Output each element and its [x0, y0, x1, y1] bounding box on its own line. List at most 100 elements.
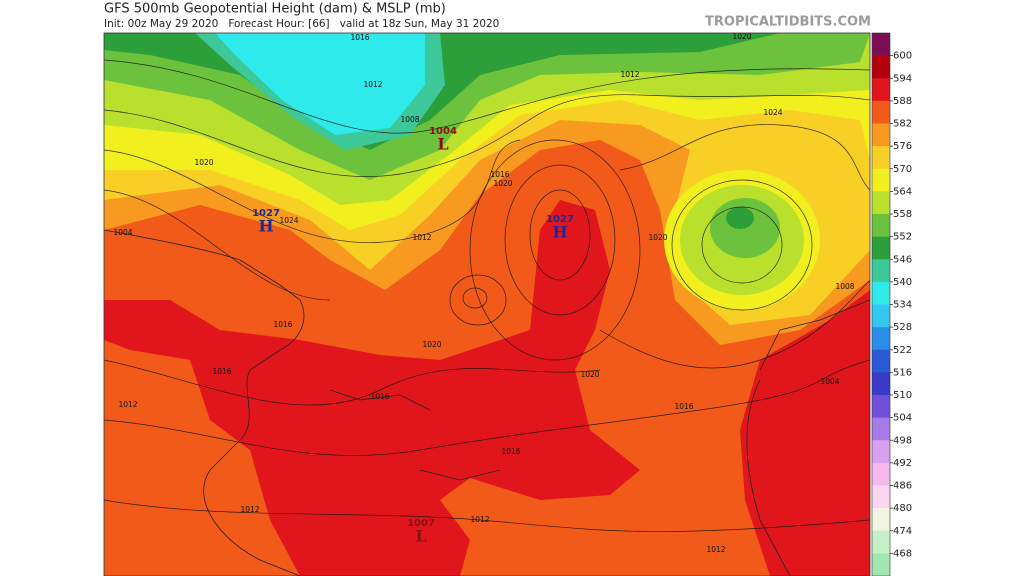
- isobar: [599, 279, 870, 369]
- isobar: [104, 189, 331, 301]
- isobar-label: 1012: [363, 80, 382, 89]
- colorbar-label: 480: [893, 503, 912, 514]
- isobar: [529, 189, 591, 281]
- colorbar-label: 534: [893, 300, 912, 311]
- isobar-label: 1024: [763, 108, 782, 117]
- colorbar-label: 570: [893, 164, 912, 175]
- height-field: [215, 33, 425, 135]
- isobar-label: 1020: [422, 340, 441, 349]
- colorbar-cell: [872, 191, 890, 215]
- title: GFS 500mb Geopotential Height (dam) & MS…: [104, 2, 446, 17]
- map: 1020 1012 1024 1020 1016 1020 1012 1020 1020 1016…: [104, 32, 870, 576]
- colorbar-label: 582: [893, 119, 912, 130]
- height-field: [104, 200, 640, 576]
- isobar: [504, 164, 616, 316]
- isobar-label: 1016: [501, 447, 520, 456]
- isobar-label: 1012: [620, 70, 639, 79]
- coastline: [104, 229, 870, 576]
- colorbar-label: 528: [893, 322, 912, 333]
- isobar: [104, 359, 870, 456]
- colorbar-frame: [871, 32, 891, 576]
- colorbar-label: 564: [893, 186, 912, 197]
- colorbar-cell: [872, 259, 890, 283]
- pressure-symbol: L: [437, 135, 448, 154]
- colorbar-label: 552: [893, 232, 912, 243]
- isobar-label: 1012: [706, 545, 725, 554]
- colorbar-cell: [872, 281, 890, 305]
- isobar-label: 1004: [820, 377, 839, 386]
- colorbar-label: 516: [893, 367, 912, 378]
- colorbar-cell: [872, 508, 890, 532]
- pressure-symbol: L: [415, 527, 426, 546]
- colorbar-cell: [872, 100, 890, 124]
- pressure-value: 1004: [429, 126, 457, 137]
- source: TROPICALTIDBITS.COM: [705, 15, 871, 30]
- isobar-label: 1020: [194, 158, 213, 167]
- colorbar-label: 588: [893, 96, 912, 107]
- isobar: [104, 139, 521, 243]
- colorbar-cell: [872, 78, 890, 102]
- pressure-value: 1027: [546, 214, 574, 225]
- height-field: [740, 290, 870, 576]
- map-frame: [103, 32, 871, 576]
- colorbar-cell: [872, 417, 890, 441]
- isobar: [104, 359, 601, 406]
- isobar-label: 1016: [212, 367, 231, 376]
- isobar-label: 1012: [412, 233, 431, 242]
- isobar-label: 1020: [493, 179, 512, 188]
- colorbar-label: 576: [893, 141, 912, 152]
- isobar-label: 1016: [370, 392, 389, 401]
- colorbar-cell: [872, 530, 890, 554]
- pressure-symbol: H: [552, 223, 567, 242]
- isobar: [449, 274, 507, 326]
- isobar-label: 1016: [273, 320, 292, 329]
- colorbar-cell: [872, 372, 890, 396]
- isobar-label: 1024: [279, 216, 298, 225]
- colorbar-label: 546: [893, 254, 912, 265]
- isobar-label: 1012: [118, 400, 137, 409]
- isobar: [104, 59, 870, 134]
- colorbar-label: 474: [893, 526, 912, 537]
- isobar: [104, 499, 870, 532]
- subtitle: Init: 00z May 29 2020 Forecast Hour: [66…: [104, 18, 499, 30]
- colorbar: 600 594 588 582 576 570 564 558 552 546 540 534 528 5…: [871, 32, 912, 576]
- isobar-label: 1020: [580, 370, 599, 379]
- colorbar-cell: [872, 168, 890, 192]
- colorbar-cell: [872, 485, 890, 509]
- isobar-label: 1008: [400, 115, 419, 124]
- colorbar-cell: [872, 327, 890, 351]
- colorbar-label: 510: [893, 390, 912, 401]
- colorbar-cell: [872, 123, 890, 147]
- isobar-label: 1008: [835, 282, 854, 291]
- height-field: [726, 207, 754, 229]
- colorbar-cell: [872, 440, 890, 464]
- colorbar-label: 540: [893, 277, 912, 288]
- pressure-symbol: H: [258, 217, 273, 236]
- isobar: [619, 124, 870, 191]
- isobar: [462, 287, 488, 309]
- isobar: [671, 179, 813, 311]
- colorbar-label: 600: [893, 51, 912, 62]
- isobar-label: 1020: [732, 32, 751, 41]
- colorbar-label: 522: [893, 345, 912, 356]
- colorbar-label: 504: [893, 413, 912, 424]
- pressure-value: 1007: [407, 518, 435, 529]
- colorbar-cell: [872, 236, 890, 260]
- isobar-label: 1012: [470, 515, 489, 524]
- colorbar-cell: [872, 304, 890, 328]
- colorbar-label: 468: [893, 548, 912, 559]
- isobar: [701, 206, 783, 284]
- colorbar-label: 558: [893, 209, 912, 220]
- isobar-label: 1004: [113, 228, 132, 237]
- colorbar-label: 486: [893, 481, 912, 492]
- colorbar-label: 594: [893, 73, 912, 84]
- isobar-label: 1016: [350, 33, 369, 42]
- colorbar-cell: [872, 33, 890, 56]
- pressure-value: 1027: [252, 208, 280, 219]
- colorbar-cell: [872, 553, 890, 576]
- colorbar-label: 492: [893, 458, 912, 469]
- isobar-label: 1020: [648, 233, 667, 242]
- colorbar-label: 498: [893, 435, 912, 446]
- colorbar-cell: [872, 395, 890, 418]
